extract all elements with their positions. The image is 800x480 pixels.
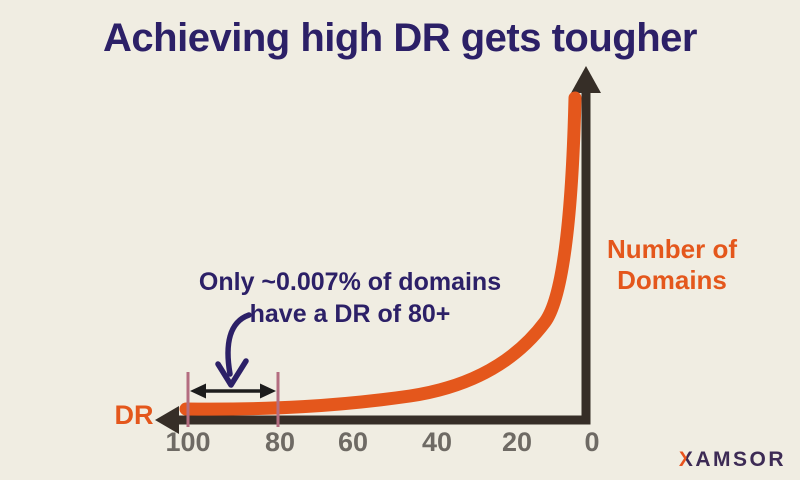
- y-axis-arrowhead-icon: [571, 66, 601, 93]
- chart-title: Achieving high DR gets tougher: [103, 16, 697, 60]
- x-tick-100: 100: [165, 427, 211, 457]
- x-tick-20: 20: [501, 427, 533, 457]
- x-tick-0: 0: [584, 427, 600, 457]
- range-measure-arrowhead-right-icon: [260, 383, 276, 399]
- x-axis-arrowhead-icon: [155, 406, 179, 434]
- annotation-callout: Only ~0.007% of domains have a DR of 80+: [190, 266, 510, 330]
- y-axis-label: Number of Domains: [596, 234, 748, 296]
- annotation-line-1: Only ~0.007% of domains: [198, 268, 502, 296]
- y-axis-label-line-2: Domains: [617, 265, 727, 295]
- range-measure-arrowhead-left-icon: [190, 383, 206, 399]
- distribution-curve: [179, 91, 582, 416]
- y-axis-label-line-1: Number of: [607, 234, 737, 264]
- annotation-line-2: have a DR of 80+: [249, 300, 451, 328]
- annotation-pointer-arrowhead-icon: [215, 358, 249, 388]
- xamsor-logo-wordmark: AMSOR: [695, 448, 786, 471]
- x-axis-label: DR: [114, 400, 154, 430]
- x-tick-40: 40: [421, 427, 453, 457]
- x-tick-80: 80: [264, 427, 296, 457]
- x-tick-60: 60: [337, 427, 369, 457]
- annotation-pointer-shaft: [225, 312, 252, 377]
- xamsor-logo: XAMSOR: [679, 448, 786, 472]
- xamsor-logo-x-mark: X: [678, 448, 696, 471]
